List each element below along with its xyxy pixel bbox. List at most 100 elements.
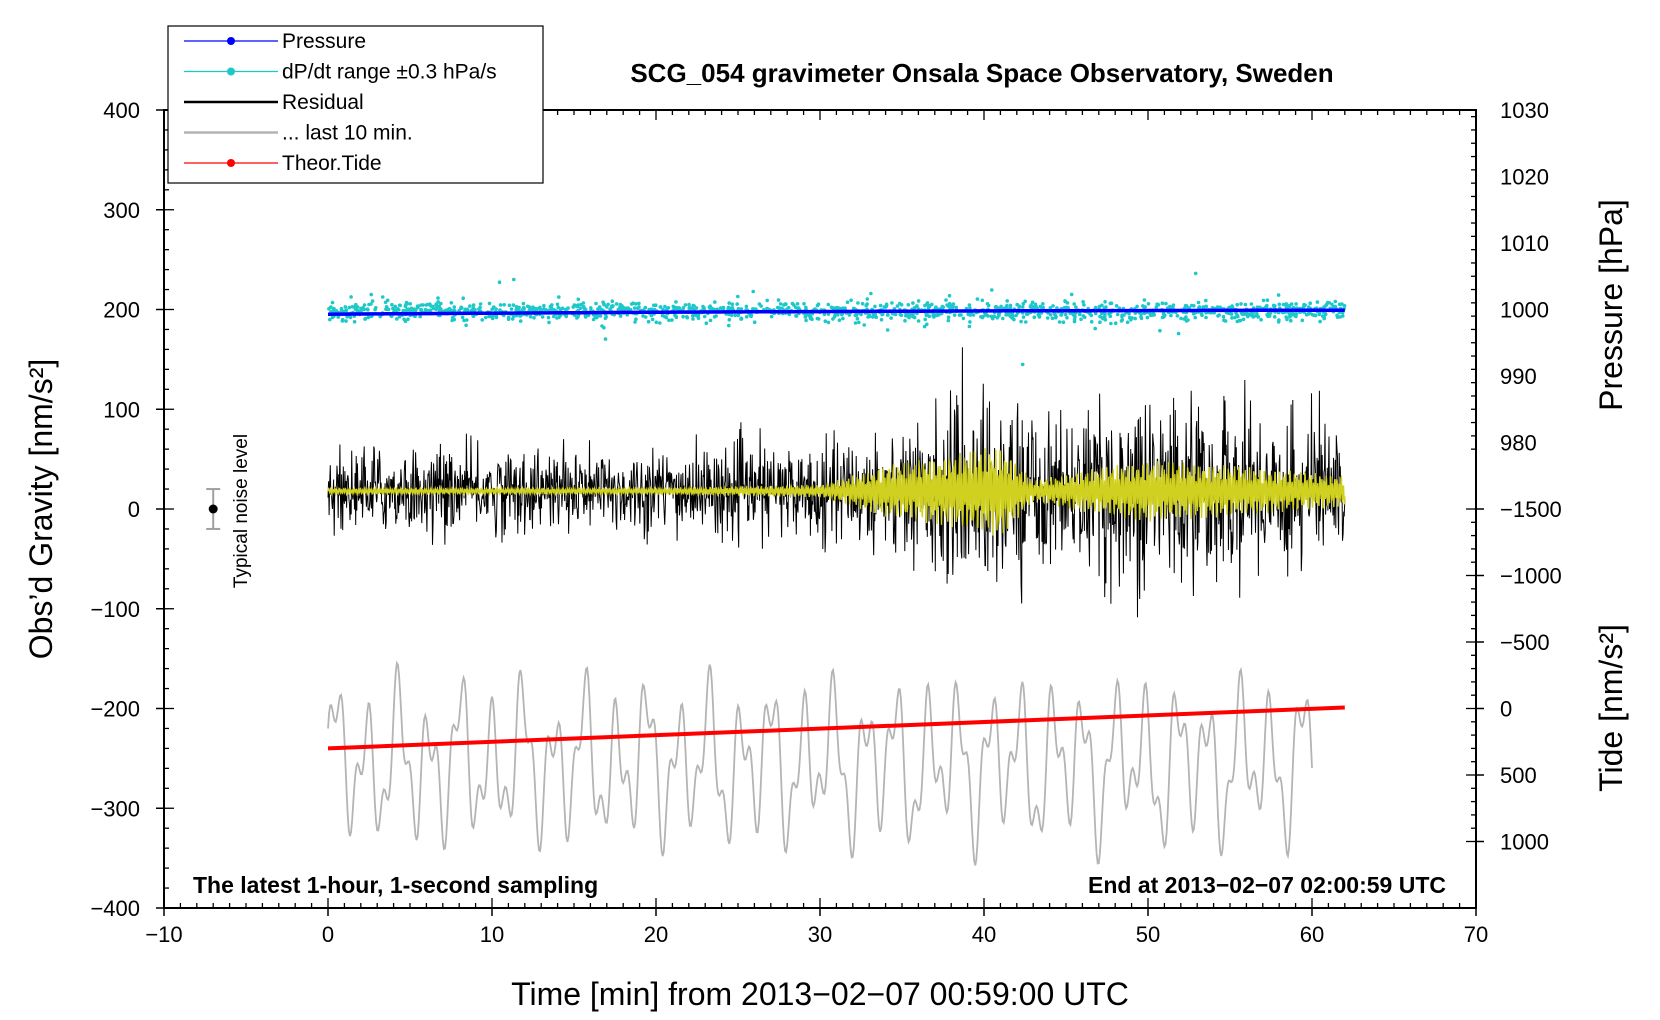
dpdt-point: [878, 303, 883, 308]
dpdt-point: [1114, 304, 1119, 308]
x-tick-label: 10: [480, 922, 504, 947]
dpdt-point: [946, 318, 951, 323]
dpdt-point: [993, 305, 998, 310]
dpdt-point: [736, 313, 741, 318]
dpdt-point: [1288, 315, 1292, 319]
dpdt-point: [1120, 314, 1124, 319]
dpdt-point: [1160, 315, 1165, 320]
dpdt-point: [551, 308, 556, 312]
dpdt-point: [1229, 312, 1234, 316]
dpdt-point: [1215, 305, 1220, 309]
dpdt-point: [633, 320, 637, 324]
dpdt-point: [795, 302, 800, 306]
dpdt-point: [776, 298, 781, 302]
dpdt-point: [1146, 302, 1151, 306]
dpdt-point: [1186, 318, 1190, 322]
dpdt-point: [549, 306, 554, 310]
dpdt-point: [667, 318, 671, 323]
dpdt-point: [1284, 302, 1289, 306]
dpdt-point: [1289, 311, 1294, 315]
dpdt-point: [428, 302, 432, 307]
dpdt-point: [465, 318, 469, 322]
dpdt-point: [658, 321, 662, 325]
dpdt-point: [856, 301, 860, 305]
dpdt-point: [1249, 302, 1254, 306]
tide-tick-label: −1000: [1500, 564, 1562, 589]
dpdt-point: [1184, 315, 1188, 319]
x-tick-label: 20: [644, 922, 668, 947]
dpdt-point: [924, 313, 929, 318]
dpdt-point: [897, 301, 902, 306]
dpdt-point: [727, 323, 731, 328]
dpdt-point: [696, 315, 701, 320]
dpdt-point: [1193, 271, 1198, 276]
dpdt-point: [408, 302, 413, 306]
dpdt-point: [643, 315, 648, 319]
dpdt-point: [971, 313, 976, 317]
dpdt-point: [600, 324, 604, 328]
dpdt-point: [980, 298, 985, 303]
x-tick-label: 70: [1464, 922, 1488, 947]
dpdt-point: [471, 314, 476, 319]
dpdt-point: [629, 302, 634, 306]
dpdt-point: [751, 289, 755, 294]
dpdt-point: [419, 308, 423, 312]
dpdt-point: [1284, 305, 1289, 309]
dpdt-point: [1325, 300, 1330, 305]
dpdt-point: [1079, 317, 1083, 322]
dpdt-point: [397, 314, 402, 319]
dpdt-point: [1340, 302, 1344, 306]
dpdt-point: [930, 302, 934, 307]
dpdt-point: [874, 315, 878, 320]
noise-point: [208, 504, 218, 514]
dpdt-point: [961, 316, 966, 321]
dpdt-point: [1221, 314, 1226, 319]
series-last-10-min: [327, 660, 1313, 866]
dpdt-point: [778, 302, 783, 306]
dpdt-point: [829, 305, 834, 310]
dpdt-point: [944, 298, 948, 302]
dpdt-point: [1253, 314, 1258, 318]
dpdt-point: [1333, 304, 1338, 309]
dpdt-point: [1330, 302, 1334, 307]
dpdt-point: [1223, 319, 1228, 323]
y-tick-label: −200: [90, 697, 140, 722]
dpdt-point: [452, 317, 457, 322]
dpdt-point: [1024, 320, 1028, 324]
dpdt-point: [702, 314, 707, 319]
dpdt-point: [727, 307, 731, 311]
dpdt-point: [461, 296, 466, 301]
x-tick-label: 40: [972, 922, 996, 947]
dpdt-point: [765, 306, 769, 311]
dpdt-point: [606, 302, 610, 307]
dpdt-point: [794, 305, 798, 310]
dpdt-point: [632, 306, 637, 310]
dpdt-point: [634, 317, 638, 322]
tide-tick-label: 0: [1500, 697, 1512, 722]
dpdt-point: [547, 320, 551, 325]
dpdt-point: [1082, 303, 1086, 307]
dpdt-point: [626, 307, 631, 312]
dpdt-point: [786, 305, 791, 310]
dpdt-point: [550, 303, 554, 307]
dpdt-point: [683, 303, 688, 307]
dpdt-point: [1261, 298, 1266, 303]
x-tick-label: 0: [322, 922, 334, 947]
dpdt-point: [1089, 320, 1094, 324]
dpdt-point: [421, 303, 426, 307]
dpdt-point: [713, 300, 717, 304]
dpdt-point: [406, 308, 411, 312]
dpdt-point: [1271, 303, 1276, 308]
dpdt-point: [663, 304, 667, 309]
dpdt-point: [409, 308, 413, 312]
dpdt-point: [927, 314, 932, 319]
dpdt-point: [405, 301, 409, 306]
dpdt-point: [1023, 299, 1027, 304]
dpdt-point: [975, 297, 980, 301]
dpdt-point: [826, 302, 831, 307]
dpdt-point: [951, 302, 956, 306]
dpdt-point: [348, 315, 353, 320]
dpdt-point: [1265, 298, 1270, 303]
dpdt-point: [676, 307, 680, 312]
